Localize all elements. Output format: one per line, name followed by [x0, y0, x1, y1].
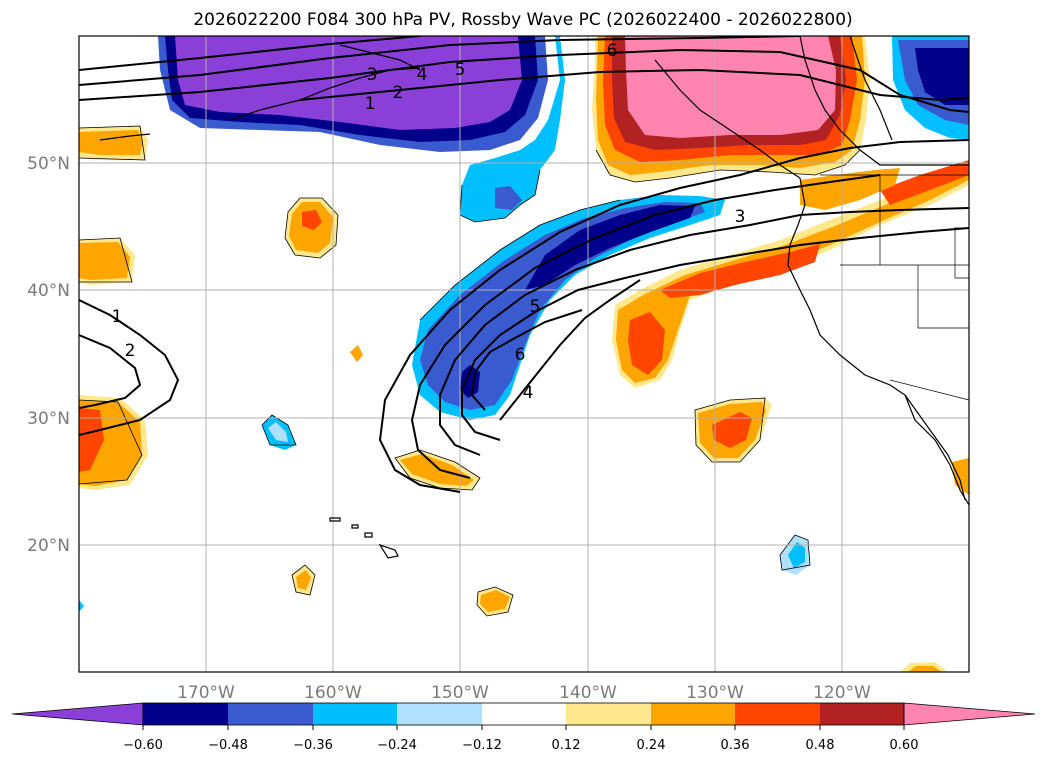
anomaly-outlines — [79, 125, 861, 617]
contour-label: 3 — [735, 207, 746, 227]
colorbar-tick: −0.48 — [208, 738, 248, 753]
lat-label: 40°N — [27, 281, 70, 301]
map-area: 6 5 4 3 2 1 3 5 6 4 1 2 — [79, 36, 969, 672]
map-frame — [78, 35, 970, 673]
negative-anomaly-northeast — [892, 36, 969, 140]
lat-label: 50°N — [27, 154, 70, 174]
lat-label: 20°N — [27, 536, 70, 556]
positive-anomaly-coast — [800, 168, 900, 210]
colorbar-tick: 0.48 — [806, 738, 835, 753]
lat-label: 30°N — [27, 409, 70, 429]
colorbar-tick: −0.24 — [377, 738, 417, 753]
lon-label: 120°W — [813, 683, 871, 703]
colorbar-tick: −0.60 — [123, 738, 163, 753]
map-title: 2026022200 F084 300 hPa PV, Rossby Wave … — [193, 10, 852, 30]
contour-label: 2 — [125, 341, 136, 361]
contour-label: 2 — [393, 83, 404, 103]
colorbar-tick: 0.12 — [552, 738, 581, 753]
contour-label: 1 — [365, 94, 376, 114]
colorbar-tick: 0.36 — [721, 738, 750, 753]
lon-label: 170°W — [177, 683, 235, 703]
positive-anomaly-ridge — [592, 36, 870, 182]
lon-labels: 170°W 160°W 150°W 140°W 130°W 120°W — [177, 683, 871, 703]
colorbar-tick: −0.12 — [462, 738, 502, 753]
contour-lines — [79, 36, 969, 493]
lon-label: 130°W — [686, 683, 744, 703]
contour-label: 4 — [523, 383, 534, 403]
lat-labels: 50°N 40°N 30°N 20°N — [27, 154, 70, 556]
negative-blob-3 — [79, 600, 84, 612]
contour-label: 5 — [530, 297, 541, 317]
contour-label: 4 — [417, 65, 428, 85]
contour-label: 6 — [607, 41, 618, 61]
contour-label: 1 — [112, 307, 123, 327]
colorbar: −0.60 −0.48 −0.36 −0.24 −0.12 0.12 0.24 … — [11, 702, 1036, 753]
contour-labels: 6 5 4 3 2 1 3 5 6 4 1 2 — [112, 41, 746, 403]
lon-label: 140°W — [559, 683, 617, 703]
colorbar-tick: −0.36 — [293, 738, 333, 753]
positive-anomaly-west — [79, 126, 148, 490]
contour-label: 6 — [515, 345, 526, 365]
negative-blob-1-core — [268, 422, 288, 442]
colorbar-tick: 0.60 — [890, 738, 919, 753]
borders — [820, 174, 969, 401]
contour-label: 5 — [455, 60, 466, 80]
contour-label: 3 — [367, 65, 378, 85]
lon-label: 160°W — [304, 683, 362, 703]
lon-label: 150°W — [431, 683, 489, 703]
graticule — [79, 36, 969, 672]
colorbar-tick: 0.24 — [637, 738, 666, 753]
negative-blob-2-core — [788, 542, 805, 568]
